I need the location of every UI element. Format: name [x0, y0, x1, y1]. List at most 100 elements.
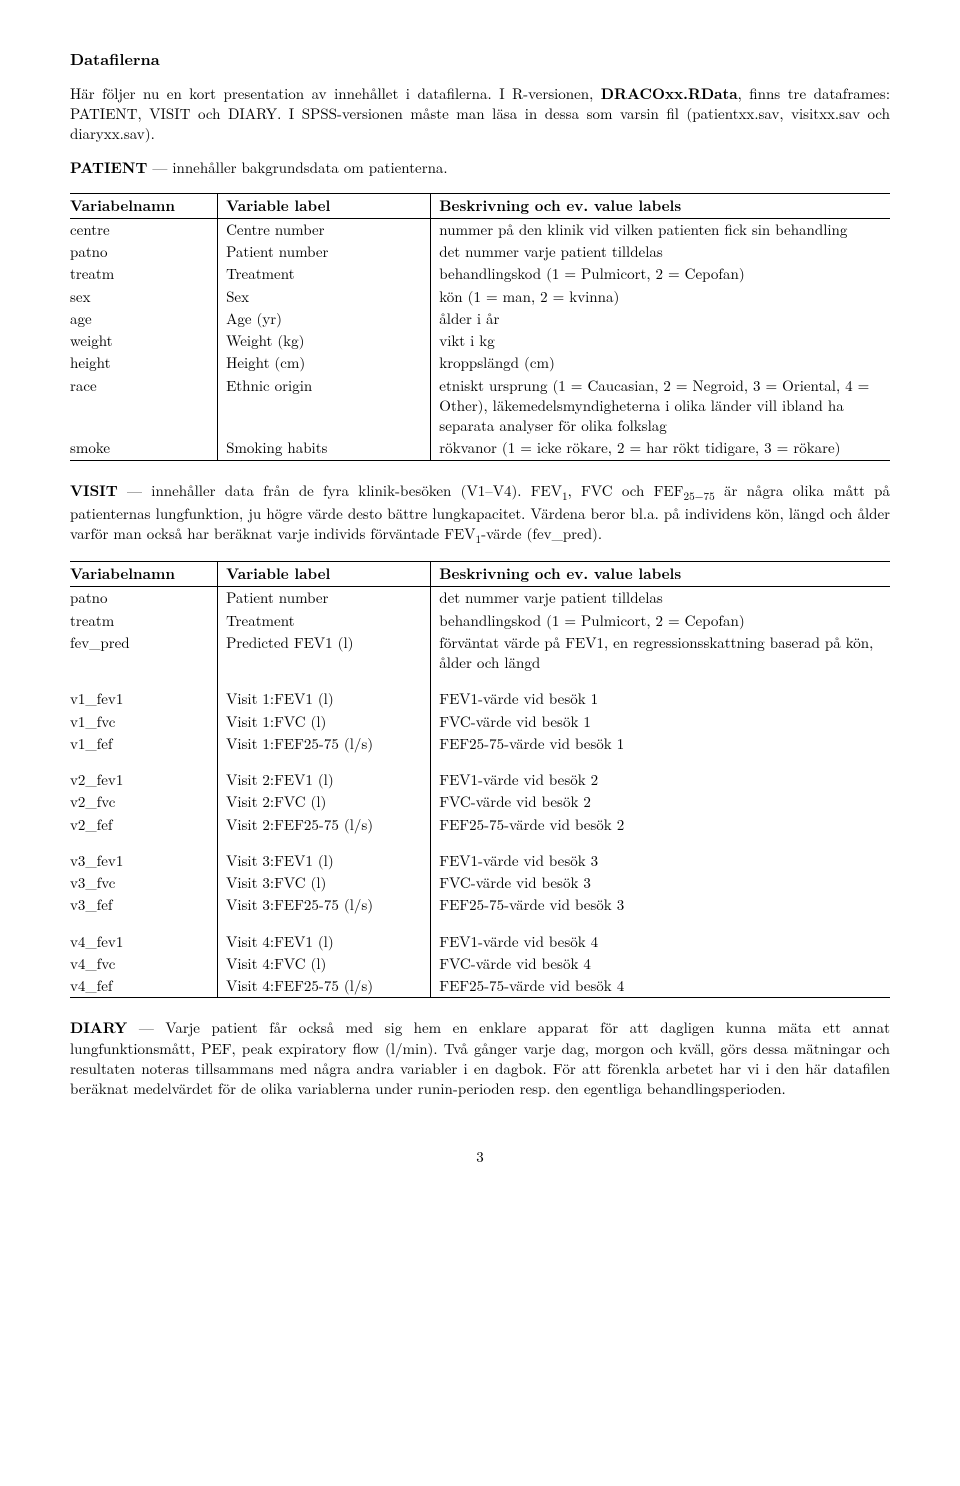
table-cell: kön (1 = man, 2 = kvinna) [431, 286, 890, 308]
table-cell: FEV1-värde vid besök 3 [431, 850, 890, 872]
table-cell: FEV1-värde vid besök 4 [431, 931, 890, 953]
col-beskrivning: Beskrivning och ev. value labels [431, 562, 890, 587]
table-cell: v3_fev1 [70, 850, 218, 872]
table-cell: Centre number [218, 218, 431, 241]
table-cell: v1_fev1 [70, 688, 218, 710]
table-row: v3_fvcVisit 3:FVC (l)FVC-värde vid besök… [70, 872, 890, 894]
table-cell: height [70, 352, 218, 374]
table-cell: Patient number [218, 587, 431, 610]
table-row: raceEthnic originetniskt ursprung (1 = C… [70, 375, 890, 438]
table-cell: Sex [218, 286, 431, 308]
table-row: v1_fvcVisit 1:FVC (l)FVC-värde vid besök… [70, 711, 890, 733]
table-row: v1_fefVisit 1:FEF25-75 (l/s)FEF25-75-vär… [70, 733, 890, 755]
visit-intro: VISIT — innehåller data från de fyra kli… [70, 481, 890, 548]
table-cell: v1_fef [70, 733, 218, 755]
table-cell: age [70, 308, 218, 330]
table-cell: FVC-värde vid besök 1 [431, 711, 890, 733]
col-variabelnamn: Variabelnamn [70, 193, 218, 218]
diary-intro: DIARY — Varje patient får också med sig … [70, 1018, 890, 1099]
table-cell: det nummer varje patient tilldelas [431, 587, 890, 610]
table-row: sexSexkön (1 = man, 2 = kvinna) [70, 286, 890, 308]
table-cell: v1_fvc [70, 711, 218, 733]
table-cell: Visit 4:FEV1 (l) [218, 931, 431, 953]
visit-table: Variabelnamn Variable label Beskrivning … [70, 561, 890, 998]
table-cell: patno [70, 587, 218, 610]
table-row: treatmTreatmentbehandlingskod (1 = Pulmi… [70, 263, 890, 285]
table-row: patnoPatient numberdet nummer varje pati… [70, 241, 890, 263]
table-cell: behandlingskod (1 = Pulmicort, 2 = Cepof… [431, 263, 890, 285]
col-beskrivning: Beskrivning och ev. value labels [431, 193, 890, 218]
table-cell: det nummer varje patient tilldelas [431, 241, 890, 263]
table-cell: Treatment [218, 263, 431, 285]
table-cell: vikt i kg [431, 330, 890, 352]
table-cell: sex [70, 286, 218, 308]
table-cell: etniskt ursprung (1 = Caucasian, 2 = Neg… [431, 375, 890, 438]
table-row: fev_predPredicted FEV1 (l)förväntat värd… [70, 632, 890, 675]
col-variabelnamn: Variabelnamn [70, 562, 218, 587]
table-cell: v2_fef [70, 814, 218, 836]
table-cell: v4_fev1 [70, 931, 218, 953]
spacer-row [70, 836, 890, 850]
table-row: v1_fev1Visit 1:FEV1 (l)FEV1-värde vid be… [70, 688, 890, 710]
table-cell: v4_fvc [70, 953, 218, 975]
table-cell: FVC-värde vid besök 4 [431, 953, 890, 975]
table-cell: Visit 1:FEF25-75 (l/s) [218, 733, 431, 755]
table-cell: förväntat värde på FEV1, en regressionss… [431, 632, 890, 675]
table-cell: Visit 2:FEV1 (l) [218, 769, 431, 791]
table-cell: ålder i år [431, 308, 890, 330]
table-cell: fev_pred [70, 632, 218, 675]
table-cell: Visit 3:FEF25-75 (l/s) [218, 894, 431, 916]
table-cell: FEF25-75-värde vid besök 1 [431, 733, 890, 755]
table-cell: FEF25-75-värde vid besök 2 [431, 814, 890, 836]
table-row: smokeSmoking habitsrökvanor (1 = icke rö… [70, 437, 890, 460]
table-row: v2_fev1Visit 2:FEV1 (l)FEV1-värde vid be… [70, 769, 890, 791]
table-cell: Ethnic origin [218, 375, 431, 438]
table-row: weightWeight (kg)vikt i kg [70, 330, 890, 352]
table-cell: patno [70, 241, 218, 263]
table-cell: rökvanor (1 = icke rökare, 2 = har rökt … [431, 437, 890, 460]
table-cell: centre [70, 218, 218, 241]
table-cell: FEF25-75-värde vid besök 3 [431, 894, 890, 916]
table-header-row: Variabelnamn Variable label Beskrivning … [70, 562, 890, 587]
table-row: v3_fev1Visit 3:FEV1 (l)FEV1-värde vid be… [70, 850, 890, 872]
patient-intro: PATIENT — innehåller bakgrundsdata om pa… [70, 158, 890, 178]
table-cell: treatm [70, 263, 218, 285]
table-cell: Visit 3:FVC (l) [218, 872, 431, 894]
table-cell: kroppslängd (cm) [431, 352, 890, 374]
table-cell: Visit 4:FEF25-75 (l/s) [218, 975, 431, 998]
table-cell: FEV1-värde vid besök 2 [431, 769, 890, 791]
table-cell: FVC-värde vid besök 3 [431, 872, 890, 894]
intro-paragraph: Här följer nu en kort presentation av in… [70, 84, 890, 145]
table-row: v4_fev1Visit 4:FEV1 (l)FEV1-värde vid be… [70, 931, 890, 953]
table-row: v2_fvcVisit 2:FVC (l)FVC-värde vid besök… [70, 791, 890, 813]
table-cell: Predicted FEV1 (l) [218, 632, 431, 675]
table-cell: behandlingskod (1 = Pulmicort, 2 = Cepof… [431, 610, 890, 632]
table-cell: Visit 1:FVC (l) [218, 711, 431, 733]
col-variable-label: Variable label [218, 193, 431, 218]
table-row: ageAge (yr)ålder i år [70, 308, 890, 330]
table-row: v2_fefVisit 2:FEF25-75 (l/s)FEF25-75-vär… [70, 814, 890, 836]
table-row: v4_fvcVisit 4:FVC (l)FVC-värde vid besök… [70, 953, 890, 975]
table-row: treatmTreatmentbehandlingskod (1 = Pulmi… [70, 610, 890, 632]
table-cell: v2_fvc [70, 791, 218, 813]
col-variable-label: Variable label [218, 562, 431, 587]
spacer-row [70, 917, 890, 931]
table-cell: treatm [70, 610, 218, 632]
page-heading: Datafilerna [70, 48, 890, 70]
spacer-row [70, 755, 890, 769]
table-cell: v4_fef [70, 975, 218, 998]
table-cell: Patient number [218, 241, 431, 263]
table-cell: FVC-värde vid besök 2 [431, 791, 890, 813]
table-row: centreCentre numbernummer på den klinik … [70, 218, 890, 241]
table-cell: Treatment [218, 610, 431, 632]
table-cell: Visit 1:FEV1 (l) [218, 688, 431, 710]
table-cell: v3_fef [70, 894, 218, 916]
page-number: 3 [70, 1147, 890, 1167]
table-cell: Visit 2:FVC (l) [218, 791, 431, 813]
table-cell: Weight (kg) [218, 330, 431, 352]
spacer-row [70, 674, 890, 688]
table-header-row: Variabelnamn Variable label Beskrivning … [70, 193, 890, 218]
table-cell: Visit 3:FEV1 (l) [218, 850, 431, 872]
table-cell: FEF25-75-värde vid besök 4 [431, 975, 890, 998]
patient-table: Variabelnamn Variable label Beskrivning … [70, 193, 890, 461]
